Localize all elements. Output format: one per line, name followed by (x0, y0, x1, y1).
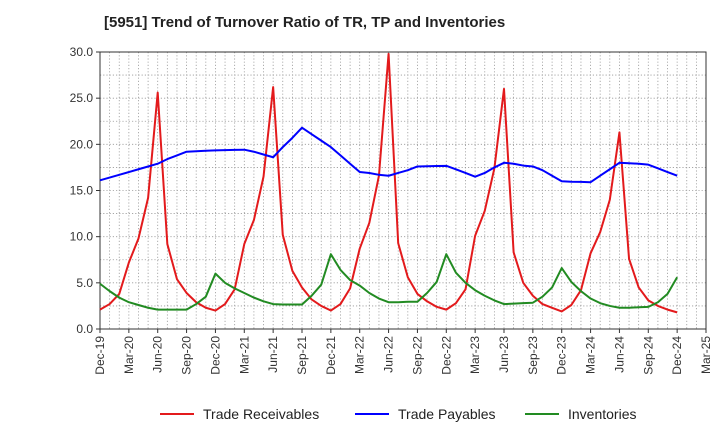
x-tick-label: Jun-20 (151, 336, 165, 373)
x-tick-label: Dec-23 (555, 336, 569, 375)
x-tick-label: Sep-24 (641, 336, 655, 375)
y-tick-label: 20.0 (70, 137, 94, 151)
x-tick-label: Jun-23 (497, 336, 511, 373)
plot-area-border (99, 51, 707, 330)
x-tick-label: Mar-20 (122, 336, 136, 374)
y-tick-label: 25.0 (70, 91, 94, 105)
chart-title: [5951] Trend of Turnover Ratio of TR, TP… (104, 14, 506, 31)
y-tick-label: 15.0 (70, 184, 94, 198)
x-tick-label: Mar-23 (468, 336, 482, 374)
legend-label: Trade Receivables (203, 406, 319, 422)
x-tick-label: Dec-19 (93, 336, 107, 375)
y-tick-label: 10.0 (70, 230, 94, 244)
legend-label: Trade Payables (398, 406, 496, 422)
x-tick-label: Sep-21 (295, 336, 309, 375)
x-tick-label: Dec-21 (324, 336, 338, 375)
series-line-3 (99, 253, 679, 311)
x-tick-label: Jun-22 (382, 336, 396, 373)
x-tick-label: Jun-24 (612, 336, 626, 373)
x-tick-label: Dec-24 (670, 336, 684, 375)
x-tick-label: Sep-22 (410, 336, 424, 375)
x-tick-label: Sep-20 (180, 336, 194, 375)
legend-label: Inventories (568, 406, 636, 422)
x-tick-label: Mar-25 (699, 336, 713, 374)
x-tick-label: Dec-20 (208, 336, 222, 375)
x-tick-label: Jun-21 (266, 336, 280, 373)
x-tick-label: Mar-22 (353, 336, 367, 374)
x-tick-label: Sep-23 (526, 336, 540, 375)
series-line-2 (99, 126, 678, 184)
x-tick-label: Dec-22 (439, 336, 453, 375)
y-tick-label: 30.0 (70, 45, 94, 59)
y-tick-label: 5.0 (76, 276, 93, 290)
x-tick-label: Mar-21 (237, 336, 251, 374)
y-tick-label: 0.0 (76, 322, 93, 336)
x-tick-label: Mar-24 (584, 336, 598, 374)
